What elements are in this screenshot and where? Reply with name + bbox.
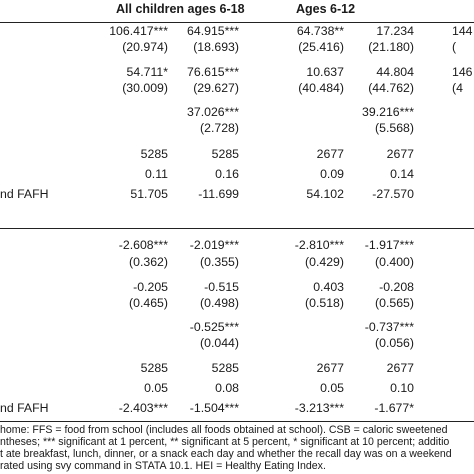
cell: 2677 [316,147,344,161]
cell: (0.498) [200,296,239,310]
cell: 51.705 [130,187,168,201]
cell: 2677 [386,147,414,161]
cell: (0.518) [305,296,344,310]
cell: 64.738** [296,24,344,38]
cell: 146 [452,65,473,79]
table-note: t ate breakfast, lunch, dinner, or a sna… [0,448,452,460]
table-note: rated using svy command in STATA 10.1. H… [0,460,326,472]
cell: (0.056) [375,336,414,350]
row-label: nd FAFH [0,401,49,415]
cell: 39.216*** [362,105,414,119]
table-note: ntheses; *** significant at 1 percent, *… [0,436,450,448]
cell: -2.403*** [118,401,168,415]
row-label: nd FAFH [0,187,49,201]
cell: -2.810*** [294,238,344,252]
cell: (29.627) [193,81,239,95]
cell: -2.019*** [189,238,239,252]
cell: (0.465) [129,296,168,310]
table-note: home: FFS = food from school (includes a… [0,424,448,436]
cell: 144 [452,24,473,38]
cell: -0.515 [204,280,239,294]
cell: (0.400) [375,255,414,269]
cell: 106.417*** [109,24,168,38]
cell: -1.504*** [189,401,239,415]
cell: 2677 [316,361,344,375]
cell: (18.693) [193,40,239,54]
cell: (4 [452,81,463,95]
cell: (0.362) [129,255,168,269]
bottom-rule [0,421,474,422]
cell: 54.102 [306,187,344,201]
cell: (44.762) [368,81,414,95]
cell: -0.205 [133,280,168,294]
cell: 0.10 [390,381,414,395]
cell: -0.208 [379,280,414,294]
cell: -1.917*** [364,238,414,252]
cell: 37.026*** [187,105,239,119]
cell: (0.044) [200,336,239,350]
cell: 17.234 [376,24,414,38]
cell: -11.699 [198,187,239,201]
cell: 0.16 [215,167,239,181]
cell: 10.637 [306,65,344,79]
cell: (30.009) [122,81,168,95]
cell: (2.728) [200,121,239,135]
cell: (40.484) [298,81,344,95]
cell: 0.05 [320,381,344,395]
cell: -3.213*** [294,401,344,415]
cell: 0.11 [144,167,168,181]
panel-rule [0,228,474,229]
cell: -1.677* [374,401,414,415]
header-ages-6-12: Ages 6-12 [296,2,356,16]
cell: (0.429) [305,255,344,269]
header-all-children: All children ages 6-18 [116,2,245,16]
cell: 0.403 [313,280,344,294]
cell: 2677 [386,361,414,375]
header-rule [0,22,474,23]
cell: (0.565) [375,296,414,310]
cell: -0.737*** [364,320,414,334]
cell: -27.570 [372,187,414,201]
cell: 64.915*** [187,24,239,38]
cell: 44.804 [376,65,414,79]
cell: 5285 [211,147,239,161]
cell: (5.568) [375,121,414,135]
cell: -0.525*** [189,320,239,334]
cell: ( [452,40,457,54]
cell: (25.416) [298,40,344,54]
cell: 5285 [140,361,168,375]
cell: 5285 [140,147,168,161]
cell: 54.711* [126,65,168,79]
cell: 5285 [211,361,239,375]
cell: 0.09 [320,167,344,181]
cell: (20.974) [122,40,168,54]
cell: (21.180) [368,40,414,54]
cell: -2.608*** [118,238,168,252]
cell: 0.14 [390,167,414,181]
cell: (0.355) [200,255,239,269]
cell: 0.05 [144,381,168,395]
cell: 0.08 [215,381,239,395]
cell: 76.615*** [187,65,239,79]
